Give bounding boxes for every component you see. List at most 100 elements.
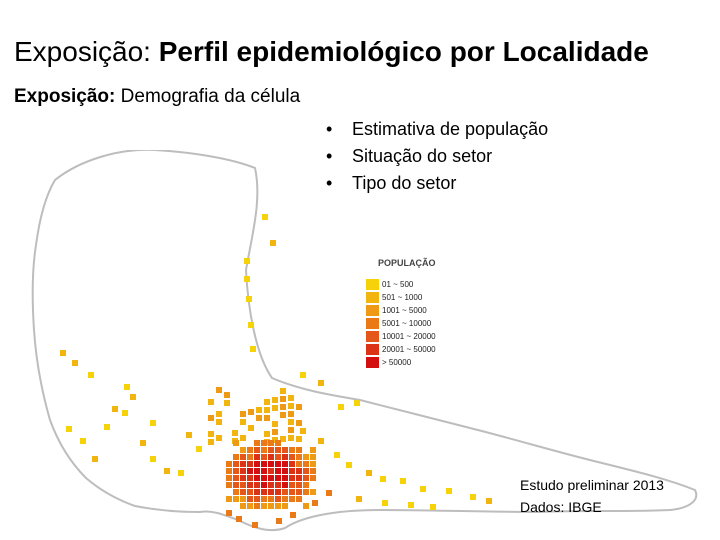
population-cell	[282, 503, 288, 509]
population-cell	[296, 420, 302, 426]
population-cell	[303, 468, 309, 474]
population-cell	[275, 440, 281, 446]
population-cell	[247, 496, 253, 502]
population-cell	[310, 461, 316, 467]
population-cell	[310, 489, 316, 495]
population-cell	[280, 412, 286, 418]
population-cell	[233, 489, 239, 495]
legend-swatch	[366, 305, 379, 316]
population-cell	[289, 475, 295, 481]
population-cell	[244, 258, 250, 264]
population-cell	[250, 346, 256, 352]
legend-swatch	[366, 292, 379, 303]
population-cell	[288, 419, 294, 425]
population-cell	[254, 489, 260, 495]
population-cell	[104, 424, 110, 430]
legend-title: POPULAÇÃO	[378, 258, 436, 268]
population-cell	[280, 436, 286, 442]
population-cell	[326, 490, 332, 496]
population-cell	[150, 420, 156, 426]
population-cell	[264, 431, 270, 437]
population-cell	[186, 432, 192, 438]
population-cell	[310, 475, 316, 481]
population-cell	[290, 512, 296, 518]
population-cell	[272, 421, 278, 427]
population-cell	[296, 482, 302, 488]
population-cell	[247, 461, 253, 467]
population-cell	[303, 475, 309, 481]
population-cell	[261, 454, 267, 460]
region-outline	[31, 150, 698, 532]
source-study-label: Estudo preliminar	[520, 477, 629, 493]
population-cell	[254, 461, 260, 467]
population-cell	[300, 372, 306, 378]
population-cell	[247, 482, 253, 488]
population-cell	[240, 503, 246, 509]
population-cell	[240, 482, 246, 488]
population-cell	[122, 410, 128, 416]
population-cell	[296, 496, 302, 502]
population-cell	[196, 446, 202, 452]
source-study: Estudo preliminar 2013	[520, 474, 664, 496]
population-cell	[310, 454, 316, 460]
population-cell	[247, 447, 253, 453]
population-cell	[247, 503, 253, 509]
population-cell	[289, 482, 295, 488]
population-cell	[276, 518, 282, 524]
population-cell	[233, 461, 239, 467]
population-cell	[318, 438, 324, 444]
population-cell	[216, 435, 222, 441]
population-cell	[150, 456, 156, 462]
bullet-text: Situação do setor	[352, 146, 493, 166]
population-cell	[256, 415, 262, 421]
population-cell	[366, 470, 372, 476]
bullet-item: • Tipo do setor	[326, 170, 548, 197]
population-cell	[380, 476, 386, 482]
legend-swatch	[366, 318, 379, 329]
population-cell	[289, 461, 295, 467]
population-cell	[296, 461, 302, 467]
population-cell	[268, 447, 274, 453]
population-cell	[254, 468, 260, 474]
population-cell	[226, 461, 232, 467]
population-cell	[261, 475, 267, 481]
population-cell	[254, 454, 260, 460]
population-cell	[470, 494, 476, 500]
legend-label: 1001 ~ 5000	[382, 306, 427, 315]
population-cell	[272, 405, 278, 411]
legend-label: 501 ~ 1000	[382, 293, 423, 302]
legend-item: 01 ~ 500	[366, 278, 456, 291]
legend-label: 01 ~ 500	[382, 280, 414, 289]
population-cell	[268, 496, 274, 502]
population-cell	[247, 475, 253, 481]
population-cell	[232, 430, 238, 436]
population-cell	[254, 447, 260, 453]
population-cell	[296, 436, 302, 442]
population-cell	[280, 404, 286, 410]
population-cell	[486, 498, 492, 504]
population-cell	[282, 447, 288, 453]
population-cell	[264, 415, 270, 421]
population-cell	[208, 399, 214, 405]
population-cell	[124, 384, 130, 390]
population-cell	[226, 475, 232, 481]
population-cell	[275, 475, 281, 481]
population-cell	[208, 431, 214, 437]
legend-swatch	[366, 331, 379, 342]
population-cell	[334, 452, 340, 458]
population-cell	[268, 461, 274, 467]
population-cell	[282, 468, 288, 474]
population-cell	[356, 496, 362, 502]
population-cell	[226, 482, 232, 488]
source-note: Estudo preliminar 2013 Dados: IBGE	[520, 474, 664, 518]
population-cell	[224, 392, 230, 398]
population-cell	[226, 496, 232, 502]
population-cell	[275, 468, 281, 474]
population-cell	[275, 461, 281, 467]
population-cell	[318, 380, 324, 386]
population-cell	[140, 440, 146, 446]
population-cell	[240, 454, 246, 460]
population-cell	[268, 440, 274, 446]
source-year: 2013	[632, 477, 664, 493]
population-cell	[254, 482, 260, 488]
